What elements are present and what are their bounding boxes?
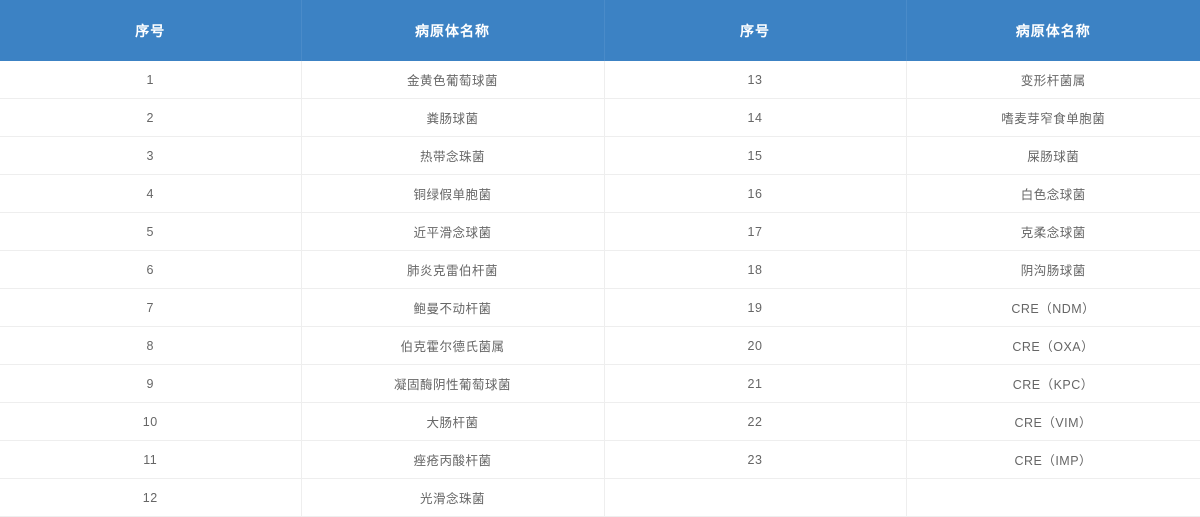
cell-index-right: 16 bbox=[604, 174, 907, 213]
table-row: 1 金黄色葡萄球菌 13 变形杆菌属 bbox=[0, 61, 1200, 99]
cell-index-left: 12 bbox=[0, 478, 302, 517]
table-row: 2 粪肠球菌 14 嗜麦芽窄食单胞菌 bbox=[0, 98, 1200, 137]
table-row: 4 铜绿假单胞菌 16 白色念球菌 bbox=[0, 174, 1200, 213]
cell-name-right: 阴沟肠球菌 bbox=[906, 250, 1200, 289]
cell-name-right: 白色念球菌 bbox=[906, 174, 1200, 213]
cell-index-right: 13 bbox=[604, 61, 907, 99]
cell-name-left: 粪肠球菌 bbox=[301, 98, 605, 137]
cell-name-left: 铜绿假单胞菌 bbox=[301, 174, 605, 213]
table-header-row: 序号 病原体名称 序号 病原体名称 bbox=[0, 0, 1200, 61]
cell-index-right: 14 bbox=[604, 98, 907, 137]
column-header-name-left: 病原体名称 bbox=[301, 0, 605, 61]
cell-name-right: CRE（NDM） bbox=[906, 288, 1200, 327]
cell-index-left: 7 bbox=[0, 288, 302, 327]
cell-index-right bbox=[604, 478, 907, 517]
cell-index-left: 4 bbox=[0, 174, 302, 213]
cell-name-left: 肺炎克雷伯杆菌 bbox=[301, 250, 605, 289]
cell-index-right: 17 bbox=[604, 212, 907, 251]
table-row: 11 痤疮丙酸杆菌 23 CRE（IMP） bbox=[0, 440, 1200, 479]
cell-name-left: 金黄色葡萄球菌 bbox=[301, 61, 605, 99]
cell-name-left: 伯克霍尔德氏菌属 bbox=[301, 326, 605, 365]
cell-name-left: 近平滑念球菌 bbox=[301, 212, 605, 251]
cell-name-right: 克柔念球菌 bbox=[906, 212, 1200, 251]
cell-index-right: 20 bbox=[604, 326, 907, 365]
cell-name-right: CRE（VIM） bbox=[906, 402, 1200, 441]
cell-index-right: 21 bbox=[604, 364, 907, 403]
table-row: 9 凝固酶阴性葡萄球菌 21 CRE（KPC） bbox=[0, 364, 1200, 403]
table-row: 5 近平滑念球菌 17 克柔念球菌 bbox=[0, 212, 1200, 251]
cell-name-left: 鲍曼不动杆菌 bbox=[301, 288, 605, 327]
table-row: 10 大肠杆菌 22 CRE（VIM） bbox=[0, 402, 1200, 441]
table-header: 序号 病原体名称 序号 病原体名称 bbox=[0, 0, 1200, 61]
cell-index-left: 1 bbox=[0, 61, 302, 99]
cell-name-left: 光滑念珠菌 bbox=[301, 478, 605, 517]
cell-name-left: 凝固酶阴性葡萄球菌 bbox=[301, 364, 605, 403]
table-row: 7 鲍曼不动杆菌 19 CRE（NDM） bbox=[0, 288, 1200, 327]
cell-index-left: 11 bbox=[0, 440, 302, 479]
table-row: 3 热带念珠菌 15 屎肠球菌 bbox=[0, 136, 1200, 175]
table-row: 8 伯克霍尔德氏菌属 20 CRE（OXA） bbox=[0, 326, 1200, 365]
cell-name-right: CRE（KPC） bbox=[906, 364, 1200, 403]
cell-name-right: CRE（IMP） bbox=[906, 440, 1200, 479]
table-row: 6 肺炎克雷伯杆菌 18 阴沟肠球菌 bbox=[0, 250, 1200, 289]
column-header-index-right: 序号 bbox=[604, 0, 907, 61]
cell-name-right: 屎肠球菌 bbox=[906, 136, 1200, 175]
cell-name-right: 变形杆菌属 bbox=[906, 61, 1200, 99]
cell-index-left: 9 bbox=[0, 364, 302, 403]
cell-index-right: 15 bbox=[604, 136, 907, 175]
table-row: 12 光滑念珠菌 bbox=[0, 478, 1200, 517]
column-header-name-right: 病原体名称 bbox=[906, 0, 1200, 61]
cell-index-right: 22 bbox=[604, 402, 907, 441]
cell-index-right: 19 bbox=[604, 288, 907, 327]
cell-name-left: 大肠杆菌 bbox=[301, 402, 605, 441]
cell-name-right bbox=[906, 478, 1200, 517]
cell-name-right: CRE（OXA） bbox=[906, 326, 1200, 365]
cell-index-left: 3 bbox=[0, 136, 302, 175]
cell-index-left: 2 bbox=[0, 98, 302, 137]
cell-index-right: 18 bbox=[604, 250, 907, 289]
cell-index-left: 5 bbox=[0, 212, 302, 251]
cell-name-left: 热带念珠菌 bbox=[301, 136, 605, 175]
column-header-index-left: 序号 bbox=[0, 0, 302, 61]
cell-name-right: 嗜麦芽窄食单胞菌 bbox=[906, 98, 1200, 137]
cell-name-left: 痤疮丙酸杆菌 bbox=[301, 440, 605, 479]
table-body: 1 金黄色葡萄球菌 13 变形杆菌属 2 粪肠球菌 14 嗜麦芽窄食单胞菌 3 热带念珠菌 15 屎肠… bbox=[0, 61, 1200, 517]
cell-index-left: 10 bbox=[0, 402, 302, 441]
cell-index-left: 8 bbox=[0, 326, 302, 365]
cell-index-right: 23 bbox=[604, 440, 907, 479]
cell-index-left: 6 bbox=[0, 250, 302, 289]
